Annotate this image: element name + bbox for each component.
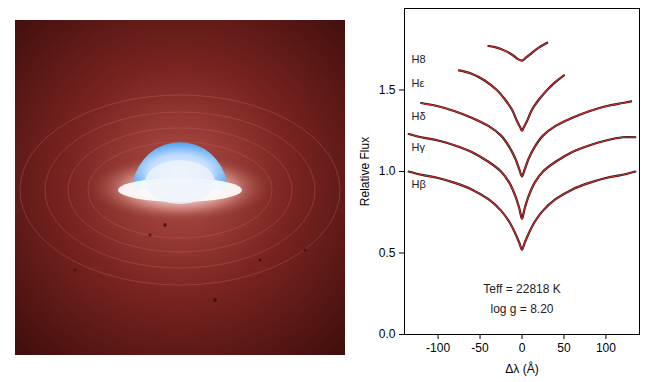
svg-text:Teff = 22818 K: Teff = 22818 K — [483, 282, 561, 296]
svg-text:Hβ: Hβ — [412, 178, 426, 190]
svg-text:100: 100 — [596, 341, 616, 355]
svg-text:log g = 8.20: log g = 8.20 — [490, 302, 553, 316]
svg-text:-100: -100 — [426, 341, 450, 355]
svg-text:-50: -50 — [471, 341, 489, 355]
svg-text:Hε: Hε — [412, 77, 425, 89]
svg-text:0: 0 — [519, 341, 526, 355]
svg-text:50: 50 — [557, 341, 571, 355]
svg-text:Hδ: Hδ — [412, 110, 426, 122]
svg-text:0.5: 0.5 — [379, 246, 396, 260]
svg-text:Δλ (Å): Δλ (Å) — [505, 361, 538, 376]
svg-text:Hγ: Hγ — [412, 141, 426, 153]
svg-text:1.0: 1.0 — [379, 164, 396, 178]
svg-text:H8: H8 — [412, 53, 426, 65]
svg-text:Relative Flux: Relative Flux — [358, 137, 372, 206]
svg-text:0.0: 0.0 — [379, 327, 396, 341]
svg-text:1.5: 1.5 — [379, 83, 396, 97]
